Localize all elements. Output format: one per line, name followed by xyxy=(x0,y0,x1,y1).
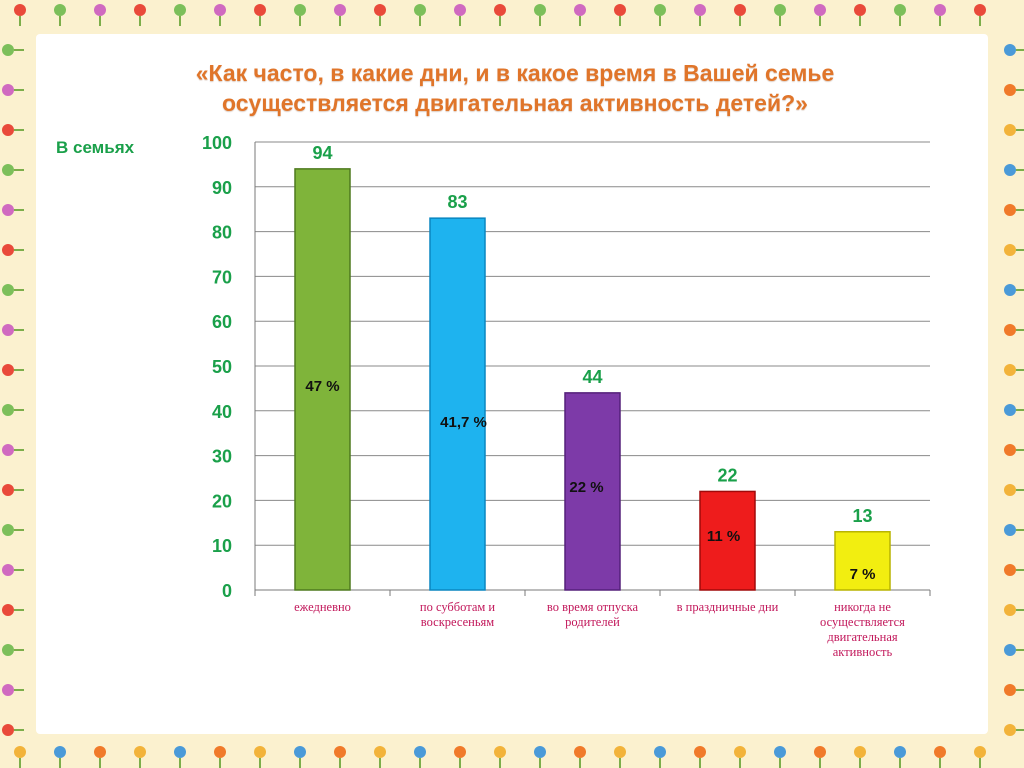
bar xyxy=(429,217,486,591)
bar-value-label: 44 xyxy=(582,367,602,387)
y-tick-label: 40 xyxy=(212,402,232,422)
y-tick-label: 10 xyxy=(212,536,232,556)
y-tick-label: 50 xyxy=(212,357,232,377)
bar xyxy=(564,392,621,591)
bar-percent-label: 22 % xyxy=(569,479,603,496)
x-category-label: во время отпуска родителей xyxy=(546,600,639,629)
x-category-label: в праздничные дни xyxy=(676,600,779,614)
y-tick-label: 0 xyxy=(222,581,232,601)
y-tick-label: 30 xyxy=(212,447,232,467)
bar-value-label: 22 xyxy=(717,465,737,485)
content-panel xyxy=(36,34,988,734)
title-line-2: осуществляется двигательная активность д… xyxy=(222,90,808,116)
bar-value-label: 83 xyxy=(447,192,467,212)
title-line-1: «Как часто, в какие дни, и в какое время… xyxy=(195,60,835,86)
bar xyxy=(699,490,756,591)
y-tick-label: 60 xyxy=(212,312,232,332)
y-tick-label: 70 xyxy=(212,267,232,287)
page-title: «Как часто, в какие дни, и в какое время… xyxy=(60,58,970,118)
y-tick-label: 20 xyxy=(212,491,232,511)
bar xyxy=(834,531,891,591)
bar-percent-label: 47 % xyxy=(305,378,339,395)
bar-value-label: 94 xyxy=(312,143,332,163)
bar xyxy=(294,168,351,591)
x-category-label: по субботам и воскресеньям xyxy=(419,600,496,629)
bar-percent-label: 7 % xyxy=(850,566,876,583)
y-tick-label: 90 xyxy=(212,178,232,198)
y-tick-label: 80 xyxy=(212,223,232,243)
lollipop-border xyxy=(2,4,1024,768)
bar-percent-label: 11 % xyxy=(707,528,740,545)
y-axis-label: В семьях xyxy=(56,138,135,157)
bar-value-label: 13 xyxy=(852,506,872,526)
bar-percent-label: 41,7 % xyxy=(440,414,487,431)
x-category-label: ежедневно xyxy=(294,600,351,614)
y-tick-label: 100 xyxy=(202,133,232,153)
x-category-label: никогда не осуществляется двигательная а… xyxy=(820,600,905,659)
